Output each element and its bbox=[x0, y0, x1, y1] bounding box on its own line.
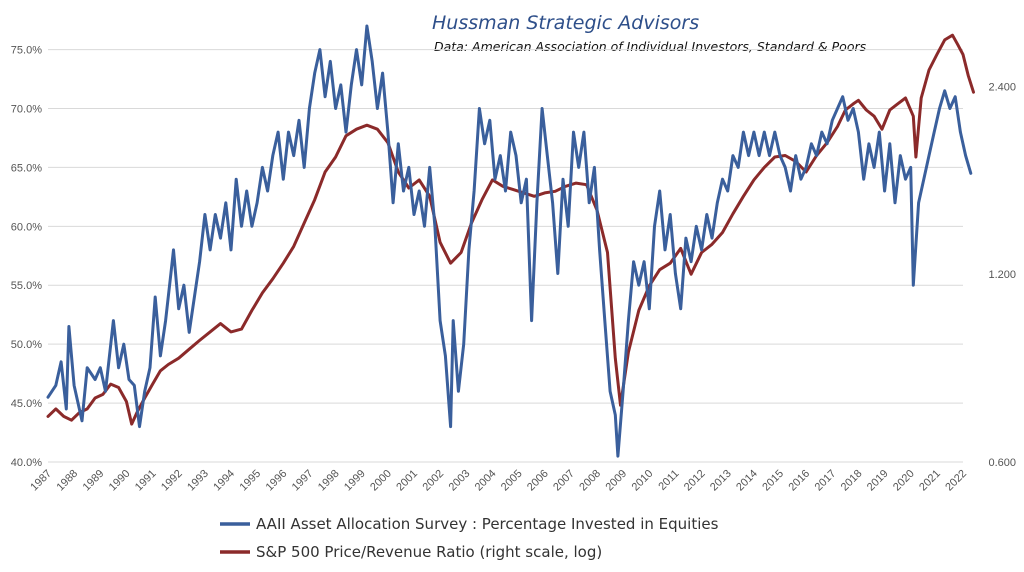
x-tick-label: 2002 bbox=[420, 468, 446, 494]
x-tick-label: 1995 bbox=[237, 468, 263, 494]
x-tick-label: 2021 bbox=[917, 468, 943, 494]
right-tick-label: 0.600 bbox=[988, 457, 1016, 469]
x-tick-label: 1992 bbox=[159, 468, 185, 494]
x-tick-label: 1998 bbox=[316, 468, 342, 494]
legend: AAII Asset Allocation Survey : Percentag… bbox=[220, 515, 719, 561]
x-tick-label: 1988 bbox=[54, 468, 80, 494]
x-tick-label: 1987 bbox=[28, 468, 54, 494]
series-layer bbox=[46, 24, 975, 458]
x-tick-label: 2018 bbox=[839, 468, 865, 494]
x-tick-label: 2011 bbox=[656, 468, 681, 493]
x-tick-label: 2017 bbox=[813, 468, 839, 494]
x-tick-label: 2020 bbox=[891, 468, 917, 494]
x-tick-label: 1999 bbox=[342, 468, 368, 494]
x-tick-label: 2007 bbox=[551, 468, 577, 494]
x-tick-label: 1997 bbox=[290, 468, 316, 494]
left-axis-ticks: 40.0% 45.0% 50.0% 55.0% 60.0% 65.0% 70.0% 75.0% bbox=[11, 45, 42, 469]
x-tick-label: 2001 bbox=[394, 468, 420, 494]
left-tick-label: 45.0% bbox=[11, 398, 42, 410]
x-tick-label: 2009 bbox=[603, 468, 629, 494]
x-tick-label: 2015 bbox=[760, 468, 786, 494]
x-tick-label: 1990 bbox=[107, 468, 133, 494]
x-tick-label: 2013 bbox=[708, 468, 734, 494]
legend-item-sp500: S&P 500 Price/Revenue Ratio (right scale… bbox=[220, 543, 602, 561]
x-tick-label: 2005 bbox=[499, 468, 525, 494]
x-tick-label: 1993 bbox=[185, 468, 211, 494]
chart-title: Hussman Strategic Advisors bbox=[432, 12, 699, 34]
x-tick-label: 2006 bbox=[525, 468, 551, 494]
x-tick-label: 2022 bbox=[943, 468, 969, 494]
left-tick-label: 40.0% bbox=[11, 457, 42, 469]
x-tick-label: 2008 bbox=[577, 468, 603, 494]
legend-label-aaii: AAII Asset Allocation Survey : Percentag… bbox=[256, 515, 719, 533]
x-tick-label: 2016 bbox=[786, 468, 812, 494]
x-tick-label: 2012 bbox=[682, 468, 708, 494]
x-tick-label: 2019 bbox=[865, 468, 891, 494]
chart-subtitle: Data: American Association of Individual… bbox=[434, 39, 867, 54]
x-tick-label: 1991 bbox=[133, 468, 159, 494]
legend-label-sp500: S&P 500 Price/Revenue Ratio (right scale… bbox=[256, 543, 602, 561]
x-tick-label: 1994 bbox=[211, 468, 237, 494]
left-tick-label: 65.0% bbox=[11, 162, 42, 174]
left-tick-label: 50.0% bbox=[11, 339, 42, 351]
right-tick-label: 1.200 bbox=[988, 269, 1016, 281]
x-tick-label: 1989 bbox=[81, 468, 107, 494]
right-axis-ticks: 0.600 1.200 2.400 bbox=[988, 81, 1016, 469]
left-tick-label: 70.0% bbox=[11, 103, 42, 115]
left-tick-label: 60.0% bbox=[11, 221, 42, 233]
x-tick-label: 1996 bbox=[264, 468, 290, 494]
series-line-sp500 bbox=[46, 33, 975, 426]
x-tick-label: 2003 bbox=[447, 468, 473, 494]
left-tick-label: 75.0% bbox=[11, 45, 42, 57]
legend-item-aaii: AAII Asset Allocation Survey : Percentag… bbox=[220, 515, 719, 533]
left-tick-label: 55.0% bbox=[11, 280, 42, 292]
series-line-aaii bbox=[46, 24, 973, 458]
x-tick-label: 2004 bbox=[473, 468, 499, 494]
grid-lines bbox=[48, 49, 963, 463]
x-tick-label: 2000 bbox=[368, 468, 394, 494]
right-tick-label: 2.400 bbox=[988, 81, 1016, 93]
x-axis-ticks: 1987 1988 1989 1990 1991 1992 1993 1994 1995 1996… bbox=[28, 468, 969, 494]
x-tick-label: 2010 bbox=[630, 468, 656, 494]
x-tick-label: 2014 bbox=[734, 468, 760, 494]
